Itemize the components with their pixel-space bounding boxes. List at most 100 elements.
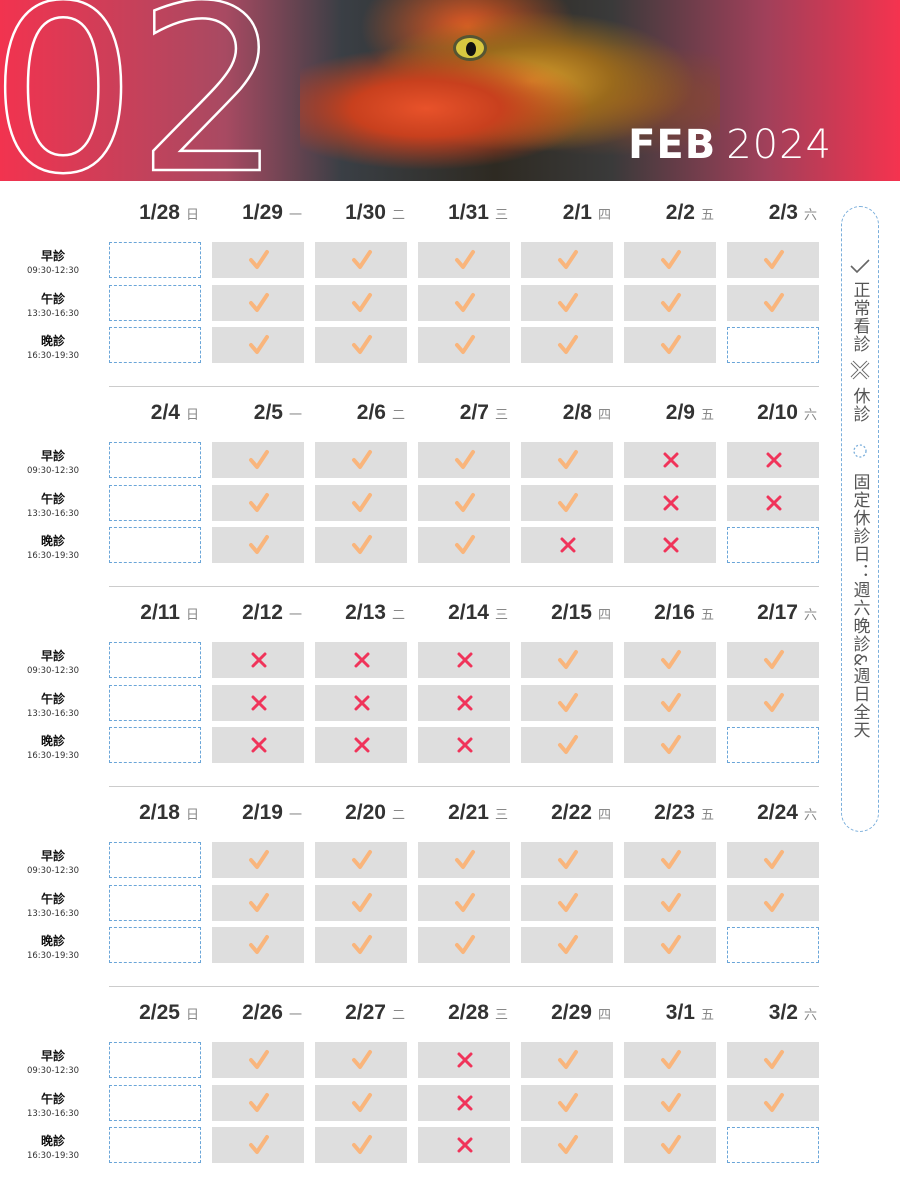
day-weekday: 六 (803, 1008, 817, 1023)
legend-open-label: 正常看診 (849, 281, 870, 353)
schedule-cell-open (727, 842, 819, 878)
check-icon (661, 1093, 681, 1112)
check-icon (352, 850, 372, 869)
day-weekday: 三 (494, 1008, 508, 1023)
schedule-cell-fixed (727, 927, 819, 963)
legend-closed-label: 休診 (849, 387, 870, 423)
check-icon (558, 850, 578, 869)
day-header: 2/12 一 (212, 601, 304, 625)
check-icon (764, 650, 784, 669)
schedule-cell-open (521, 927, 613, 963)
day-header: 2/11 日 (109, 601, 201, 625)
schedule-cell-fixed (109, 685, 201, 721)
day-header: 2/1 四 (521, 201, 613, 225)
cross-icon (663, 495, 679, 511)
day-date: 2/4 (150, 401, 180, 424)
day-weekday: 日 (185, 1008, 199, 1023)
day-date: 2/26 (242, 1001, 283, 1024)
day-header: 2/19 一 (212, 801, 304, 825)
check-icon (352, 1050, 372, 1069)
schedule-cell-closed (624, 485, 716, 521)
day-header: 2/15 四 (521, 601, 613, 625)
schedule-cell-open (624, 1127, 716, 1163)
cross-icon (457, 1137, 473, 1153)
day-weekday: 日 (185, 808, 199, 823)
day-weekday: 五 (700, 608, 714, 623)
slot-time: 09:30-12:30 (26, 866, 80, 876)
schedule-cell-open (315, 527, 407, 563)
slot-name: 午診 (40, 292, 65, 306)
day-header: 2/3 六 (727, 201, 819, 225)
dragon-lantern-image (300, 0, 720, 181)
day-weekday: 五 (700, 408, 714, 423)
check-icon (352, 450, 372, 469)
cross-icon (354, 737, 370, 753)
dashed-circle-icon (853, 444, 867, 458)
check-icon (352, 893, 372, 912)
day-weekday: 二 (391, 408, 405, 423)
check-icon (249, 935, 269, 954)
check-icon (249, 450, 269, 469)
cross-icon (663, 452, 679, 468)
day-date: 2/1 (562, 201, 592, 224)
check-icon (455, 293, 475, 312)
schedule-cell-open (212, 285, 304, 321)
schedule-cell-closed (212, 727, 304, 763)
cross-icon (663, 537, 679, 553)
cross-icon (251, 737, 267, 753)
schedule-cell-closed (521, 527, 613, 563)
day-weekday: 三 (494, 808, 508, 823)
schedule-cell-closed (727, 485, 819, 521)
slot-name: 晚診 (40, 534, 65, 548)
check-icon (455, 493, 475, 512)
schedule-cell-open (624, 927, 716, 963)
cross-icon (766, 495, 782, 511)
check-icon (352, 250, 372, 269)
check-icon (455, 335, 475, 354)
check-icon (455, 450, 475, 469)
schedule-cell-open (521, 327, 613, 363)
cross-icon (457, 1052, 473, 1068)
schedule-cell-fixed (109, 527, 201, 563)
day-header: 2/13 二 (315, 601, 407, 625)
schedule-cell-fixed (109, 885, 201, 921)
day-header: 2/20 二 (315, 801, 407, 825)
day-date: 1/31 (448, 201, 489, 224)
schedule-cell-closed (418, 727, 510, 763)
slot-time: 13:30-16:30 (26, 509, 80, 519)
month-number: 02 (0, 0, 283, 181)
schedule-cell-fixed (109, 327, 201, 363)
check-icon (764, 893, 784, 912)
dragon-eye (453, 35, 487, 61)
schedule-cell-open (521, 1042, 613, 1078)
schedule-cell-open (521, 642, 613, 678)
day-date: 2/5 (253, 401, 283, 424)
slot-name: 早診 (40, 1049, 65, 1063)
schedule-cell-closed (315, 642, 407, 678)
day-weekday: 三 (494, 608, 508, 623)
slot-label: 晚診 16:30-19:30 (0, 532, 106, 561)
day-weekday: 一 (288, 408, 302, 423)
check-icon (661, 650, 681, 669)
check-icon (249, 893, 269, 912)
schedule-cell-open (315, 242, 407, 278)
day-date: 2/13 (345, 601, 386, 624)
schedule-cell-open (521, 842, 613, 878)
cross-icon (354, 652, 370, 668)
schedule-cell-open (521, 727, 613, 763)
schedule-cell-fixed (727, 327, 819, 363)
check-icon (558, 1093, 578, 1112)
cross-icon (251, 695, 267, 711)
day-header: 2/25 日 (109, 1001, 201, 1025)
schedule-cell-open (315, 1042, 407, 1078)
check-icon (558, 450, 578, 469)
check-icon (764, 693, 784, 712)
check-icon (764, 1050, 784, 1069)
schedule-cell-open (521, 1127, 613, 1163)
day-weekday: 六 (803, 608, 817, 623)
schedule-cell-fixed (727, 527, 819, 563)
schedule-cell-open (521, 1085, 613, 1121)
slot-name: 午診 (40, 492, 65, 506)
slot-name: 早診 (40, 649, 65, 663)
day-header: 2/6 二 (315, 401, 407, 425)
